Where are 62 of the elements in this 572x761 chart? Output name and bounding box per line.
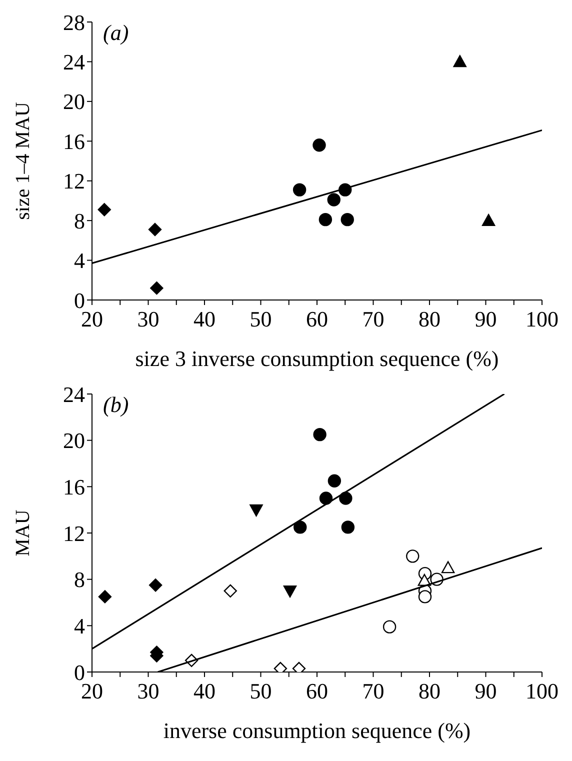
point bbox=[150, 281, 164, 295]
point bbox=[292, 183, 306, 196]
point bbox=[98, 203, 111, 216]
x-tick-label: 60 bbox=[306, 306, 328, 332]
point bbox=[441, 561, 455, 574]
x-tick-label: 80 bbox=[418, 306, 440, 332]
x-tick-label: 30 bbox=[137, 306, 160, 332]
y-tick-label: 24 bbox=[63, 382, 85, 407]
y-tick-label: 0 bbox=[74, 660, 85, 685]
y-tick-label: 28 bbox=[63, 10, 85, 35]
x-tick-label: 70 bbox=[362, 306, 384, 332]
y-tick-label: 24 bbox=[63, 50, 85, 75]
x-tick-label: 60 bbox=[306, 678, 328, 704]
point bbox=[283, 586, 297, 598]
x-axis-title: size 3 inverse consumption sequence (%) bbox=[134, 346, 500, 372]
point bbox=[382, 620, 396, 634]
point bbox=[319, 492, 333, 505]
y-axis-title: MAU bbox=[12, 509, 34, 556]
x-tick-label: 90 bbox=[474, 678, 497, 704]
point bbox=[148, 578, 162, 592]
point bbox=[328, 474, 342, 488]
x-tick-label: 40 bbox=[194, 306, 216, 332]
point bbox=[327, 193, 340, 206]
point bbox=[453, 55, 466, 68]
x-tick-label: 50 bbox=[250, 306, 272, 332]
chart-title: (a) bbox=[103, 20, 129, 46]
point bbox=[294, 520, 307, 534]
y-tick-label: 8 bbox=[74, 567, 85, 592]
y-tick-label: 4 bbox=[74, 613, 85, 638]
point bbox=[340, 212, 354, 226]
point bbox=[98, 590, 112, 604]
point bbox=[224, 584, 237, 598]
y-tick-label: 0 bbox=[74, 288, 85, 313]
point bbox=[312, 138, 326, 152]
x-tick-label: 50 bbox=[250, 678, 272, 704]
point bbox=[482, 214, 496, 226]
y-tick-label: 12 bbox=[63, 168, 85, 194]
y-tick-label: 12 bbox=[63, 520, 85, 546]
y-tick-label: 16 bbox=[63, 128, 85, 154]
x-axis-title: inverse consumption sequence (%) bbox=[162, 718, 472, 744]
y-tick-label: 20 bbox=[63, 89, 85, 114]
x-tick-label: 40 bbox=[194, 678, 216, 704]
y-tick-label: 16 bbox=[63, 474, 85, 500]
x-tick-label: 90 bbox=[474, 306, 497, 332]
point bbox=[313, 428, 326, 442]
point bbox=[341, 520, 355, 534]
x-tick-label: 100 bbox=[526, 678, 558, 704]
point bbox=[250, 504, 263, 516]
point bbox=[318, 212, 332, 226]
x-tick-label: 100 bbox=[526, 306, 558, 332]
y-axis-title: size 1–4 MAU bbox=[12, 102, 34, 220]
chart-title: (b) bbox=[103, 392, 129, 418]
point bbox=[418, 590, 432, 604]
point bbox=[406, 550, 420, 563]
y-tick-label: 4 bbox=[74, 248, 85, 274]
x-tick-label: 70 bbox=[362, 678, 384, 704]
point bbox=[339, 492, 352, 505]
point bbox=[148, 222, 162, 236]
x-tick-label: 80 bbox=[418, 678, 440, 704]
y-tick-label: 8 bbox=[74, 208, 85, 234]
y-tick-label: 20 bbox=[63, 428, 85, 454]
x-tick-label: 30 bbox=[137, 678, 160, 704]
